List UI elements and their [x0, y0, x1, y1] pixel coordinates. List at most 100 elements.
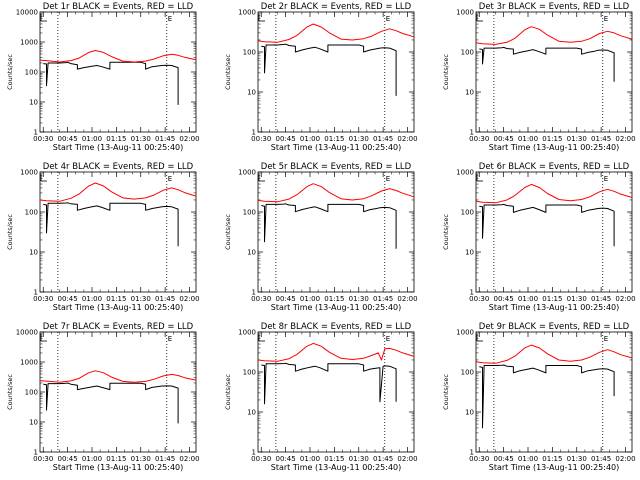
x-tick-label: 01:00 — [518, 455, 538, 463]
e-marker-label: E — [168, 175, 172, 183]
x-tick-label: 00:30 — [469, 455, 489, 463]
events-series-line — [43, 202, 179, 247]
plot-frame — [257, 331, 415, 453]
x-tick-label: 01:45 — [591, 455, 611, 463]
x-tick-label: 00:45 — [494, 295, 514, 303]
x-tick-label: 01:15 — [542, 455, 562, 463]
panel-det-8: Det 8r BLACK = Events, RED = LLD 1 10 100 10… — [224, 322, 418, 472]
events-series-line — [479, 364, 615, 429]
x-tick-label: 01:45 — [155, 135, 175, 143]
x-axis-label: Start Time (13-Aug-11 00:25:40) — [53, 303, 184, 312]
events-series-line — [479, 203, 615, 247]
events-series-line — [261, 43, 397, 96]
x-tick-label: 00:45 — [58, 295, 78, 303]
x-tick-label: 01:45 — [591, 295, 611, 303]
y-tick-label: 1000 — [20, 169, 38, 177]
plot-frame — [39, 171, 197, 293]
y-tick-label: 1 — [252, 289, 256, 297]
x-tick-label: 01:30 — [131, 455, 151, 463]
panel-det-6: Det 6r BLACK = Events, RED = LLD 1 10 100 10… — [442, 162, 636, 312]
y-axis-label: Counts/sec — [224, 214, 232, 250]
events-series-line — [261, 203, 397, 249]
panel-title: Det 3r BLACK = Events, RED = LLD — [479, 2, 630, 12]
panel-title: Det 4r BLACK = Events, RED = LLD — [43, 162, 194, 172]
x-tick-label: 02:00 — [179, 455, 199, 463]
start-marker — [258, 174, 265, 182]
e-marker-label: E — [168, 15, 172, 23]
y-axis-label: Counts/sec — [442, 54, 450, 90]
x-tick-label: 02:00 — [397, 455, 417, 463]
x-tick-label: 01:30 — [349, 135, 369, 143]
y-axis-label: Counts/sec — [224, 54, 232, 90]
events-series-line — [479, 46, 615, 82]
x-tick-label: 00:30 — [251, 455, 271, 463]
y-tick-label: 10 — [247, 89, 256, 97]
plot-frame — [475, 171, 633, 293]
panel-det-9: Det 9r BLACK = Events, RED = LLD 1 10 100 10… — [442, 322, 636, 472]
x-tick-label: 01:15 — [106, 135, 126, 143]
lld-series-line — [257, 183, 415, 203]
x-tick-label: 00:30 — [469, 295, 489, 303]
x-axis-label: Start Time (13-Aug-11 00:25:40) — [53, 143, 184, 152]
panel-title: Det 1r BLACK = Events, RED = LLD — [43, 2, 194, 12]
start-marker — [258, 334, 265, 342]
x-axis-label: Start Time (13-Aug-11 00:25:40) — [53, 463, 184, 472]
y-axis-label: Counts/sec — [6, 54, 14, 90]
e-marker-label: E — [604, 335, 608, 343]
lld-series-line — [39, 370, 197, 383]
x-tick-label: 01:00 — [82, 295, 102, 303]
y-tick-label: 1000 — [238, 329, 256, 337]
panel-title: Det 8r BLACK = Events, RED = LLD — [261, 322, 412, 332]
x-tick-label: 01:00 — [82, 455, 102, 463]
x-tick-label: 01:30 — [567, 455, 587, 463]
e-marker-label: E — [604, 175, 608, 183]
x-tick-label: 00:45 — [58, 135, 78, 143]
x-tick-label: 01:00 — [300, 295, 320, 303]
panel-title: Det 7r BLACK = Events, RED = LLD — [43, 322, 194, 332]
x-tick-label: 01:00 — [300, 135, 320, 143]
x-axis-label: Start Time (13-Aug-11 00:25:40) — [489, 463, 620, 472]
events-series-line — [43, 61, 179, 105]
y-axis-label: Counts/sec — [442, 214, 450, 250]
y-tick-label: 10000 — [16, 329, 38, 337]
x-tick-label: 01:45 — [591, 135, 611, 143]
plot-frame — [475, 331, 633, 453]
x-tick-label: 01:30 — [349, 455, 369, 463]
x-tick-label: 01:30 — [567, 135, 587, 143]
panel-title: Det 5r BLACK = Events, RED = LLD — [261, 162, 412, 172]
start-marker — [476, 14, 483, 22]
y-axis-label: Counts/sec — [442, 374, 450, 410]
y-tick-label: 100 — [243, 209, 256, 217]
y-tick-label: 100 — [243, 49, 256, 57]
y-tick-label: 1 — [34, 449, 38, 457]
x-tick-label: 01:15 — [324, 295, 344, 303]
y-tick-label: 1 — [252, 449, 256, 457]
lld-series-line — [475, 344, 633, 364]
start-marker — [40, 334, 47, 342]
events-series-line — [261, 362, 397, 405]
lld-series-line — [257, 342, 415, 362]
e-marker-label: E — [386, 335, 390, 343]
x-axis-label: Start Time (13-Aug-11 00:25:40) — [271, 143, 402, 152]
y-tick-label: 10 — [465, 89, 474, 97]
y-tick-label: 100 — [243, 369, 256, 377]
x-tick-label: 01:45 — [373, 295, 393, 303]
x-axis-label: Start Time (13-Aug-11 00:25:40) — [271, 463, 402, 472]
y-axis-label: Counts/sec — [224, 374, 232, 410]
start-marker — [476, 174, 483, 182]
events-series-line — [43, 382, 179, 424]
x-tick-label: 01:30 — [131, 135, 151, 143]
lld-series-line — [257, 23, 415, 43]
x-tick-label: 01:15 — [542, 135, 562, 143]
panel-det-7: Det 7r BLACK = Events, RED = LLD 1 10 100 10… — [6, 322, 200, 472]
x-tick-label: 00:30 — [469, 135, 489, 143]
x-tick-label: 00:45 — [58, 455, 78, 463]
lld-series-line — [475, 183, 633, 204]
y-tick-label: 1000 — [456, 9, 474, 17]
start-marker — [258, 14, 265, 22]
x-tick-label: 00:30 — [33, 455, 53, 463]
x-tick-label: 02:00 — [615, 135, 635, 143]
y-tick-label: 100 — [25, 389, 38, 397]
